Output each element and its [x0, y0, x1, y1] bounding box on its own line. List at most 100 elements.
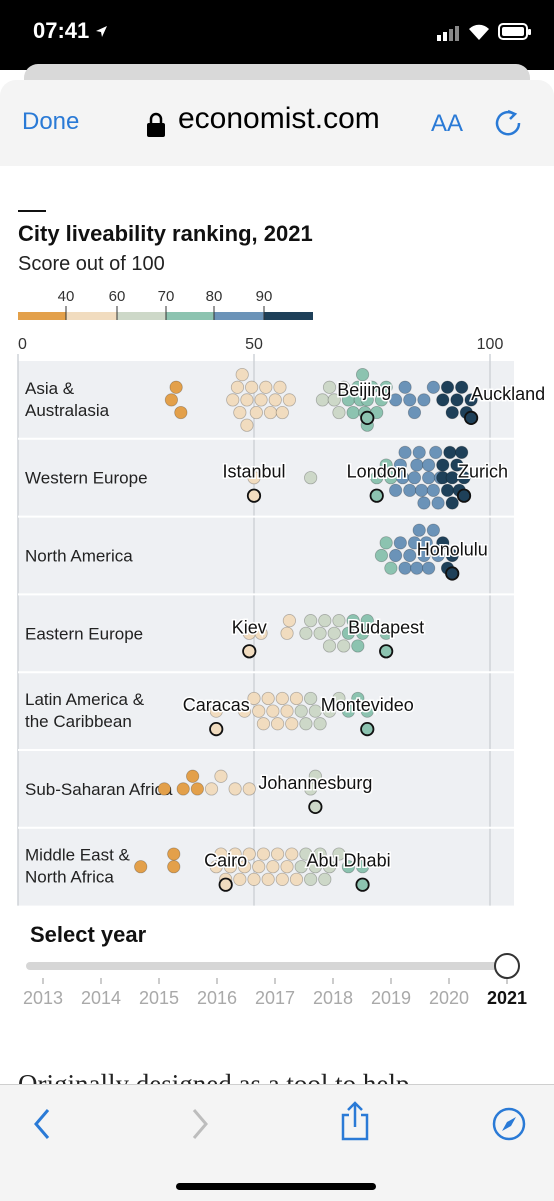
highlighted-city-dot[interactable]: [242, 644, 257, 659]
city-dot[interactable]: [228, 847, 242, 861]
city-dot[interactable]: [355, 860, 370, 874]
city-dot[interactable]: [417, 496, 431, 510]
city-dot[interactable]: [304, 614, 318, 628]
highlighted-city-dot[interactable]: [369, 488, 384, 503]
city-dot[interactable]: [169, 380, 183, 394]
city-dot[interactable]: [235, 368, 249, 382]
city-dot[interactable]: [174, 405, 188, 420]
city-dot[interactable]: [379, 626, 393, 640]
city-dot[interactable]: [134, 860, 148, 874]
city-dot[interactable]: [256, 717, 271, 731]
city-dot[interactable]: [289, 691, 304, 706]
city-dot[interactable]: [341, 704, 355, 718]
city-dot[interactable]: [252, 704, 266, 718]
year-label[interactable]: 2019: [371, 988, 411, 1006]
city-dot[interactable]: [412, 445, 426, 459]
city-dot[interactable]: [266, 860, 280, 874]
city-dot[interactable]: [440, 380, 455, 394]
city-dot[interactable]: [280, 860, 294, 874]
city-dot[interactable]: [417, 548, 431, 563]
city-dot[interactable]: [275, 872, 289, 886]
city-dot[interactable]: [422, 561, 436, 575]
city-dot[interactable]: [384, 561, 398, 575]
city-dot[interactable]: [360, 614, 374, 628]
city-dot[interactable]: [245, 380, 259, 394]
city-dot[interactable]: [294, 704, 308, 718]
year-label[interactable]: 2015: [139, 988, 179, 1006]
city-dot[interactable]: [322, 639, 337, 653]
city-dot[interactable]: [308, 860, 322, 874]
city-dot[interactable]: [289, 872, 304, 886]
city-dot[interactable]: [282, 393, 296, 407]
city-dot[interactable]: [355, 626, 370, 640]
city-dot[interactable]: [388, 483, 403, 497]
year-label[interactable]: 2013: [23, 988, 63, 1006]
highlighted-city-dot[interactable]: [246, 488, 262, 503]
city-dot[interactable]: [431, 548, 445, 563]
city-dot[interactable]: [457, 471, 471, 485]
city-dot[interactable]: [374, 548, 389, 563]
city-dot[interactable]: [332, 847, 346, 861]
city-dot[interactable]: [157, 782, 171, 796]
city-dot[interactable]: [422, 471, 436, 485]
city-dot[interactable]: [247, 471, 261, 485]
city-dot[interactable]: [445, 548, 459, 563]
city-dot[interactable]: [436, 393, 450, 407]
city-dot[interactable]: [426, 483, 440, 497]
city-dot[interactable]: [351, 639, 365, 653]
city-dot[interactable]: [209, 860, 223, 874]
highlighted-city-dot[interactable]: [209, 721, 224, 737]
highlighted-city-dot[interactable]: [360, 410, 375, 425]
city-dot[interactable]: [410, 458, 424, 472]
city-dot[interactable]: [322, 380, 337, 394]
city-dot[interactable]: [242, 782, 256, 796]
city-dot[interactable]: [414, 483, 429, 497]
year-slider[interactable]: 2013 2014 2015 2016 2017 2018 2019 2020 2021: [0, 946, 554, 1006]
highlighted-city-dot[interactable]: [360, 721, 375, 737]
year-label[interactable]: 2020: [429, 988, 469, 1006]
city-dot[interactable]: [280, 626, 294, 640]
city-dot[interactable]: [327, 626, 341, 640]
highlighted-city-dot[interactable]: [464, 410, 479, 425]
city-dot[interactable]: [365, 380, 379, 394]
city-dot[interactable]: [223, 860, 237, 874]
city-dot[interactable]: [273, 380, 287, 394]
city-dot[interactable]: [426, 380, 440, 394]
city-dot[interactable]: [204, 782, 219, 796]
city-dot[interactable]: [318, 872, 332, 886]
compass-icon[interactable]: [492, 1107, 526, 1141]
city-dot[interactable]: [247, 691, 261, 706]
city-dot[interactable]: [252, 860, 266, 874]
text-size-button[interactable]: AA: [431, 110, 464, 137]
url-label[interactable]: economist.com: [178, 102, 380, 135]
year-label[interactable]: 2017: [255, 988, 295, 1006]
city-dot[interactable]: [450, 393, 464, 407]
city-dot[interactable]: [254, 393, 268, 407]
city-dot[interactable]: [388, 393, 403, 407]
city-dot[interactable]: [407, 471, 422, 485]
city-dot[interactable]: [388, 548, 403, 563]
city-dot[interactable]: [282, 614, 296, 628]
city-dot[interactable]: [294, 860, 308, 874]
city-dot[interactable]: [240, 418, 254, 432]
city-dot[interactable]: [422, 458, 436, 472]
city-dot[interactable]: [393, 536, 407, 550]
highlighted-city-dot[interactable]: [308, 799, 323, 815]
city-dot[interactable]: [379, 380, 393, 394]
city-dot[interactable]: [337, 639, 351, 653]
city-dot[interactable]: [275, 691, 289, 706]
city-dot[interactable]: [443, 445, 457, 459]
highlighted-city-dot[interactable]: [445, 566, 460, 581]
city-dot[interactable]: [313, 717, 327, 731]
city-dot[interactable]: [275, 405, 289, 420]
share-icon[interactable]: [339, 1101, 371, 1141]
city-dot[interactable]: [299, 717, 313, 731]
city-dot[interactable]: [398, 380, 412, 394]
city-dot[interactable]: [360, 393, 374, 407]
city-dot[interactable]: [299, 847, 313, 861]
city-dot[interactable]: [266, 704, 280, 718]
city-dot[interactable]: [417, 393, 431, 407]
city-dot[interactable]: [410, 561, 424, 575]
city-dot[interactable]: [228, 782, 242, 796]
city-dot[interactable]: [237, 860, 252, 874]
